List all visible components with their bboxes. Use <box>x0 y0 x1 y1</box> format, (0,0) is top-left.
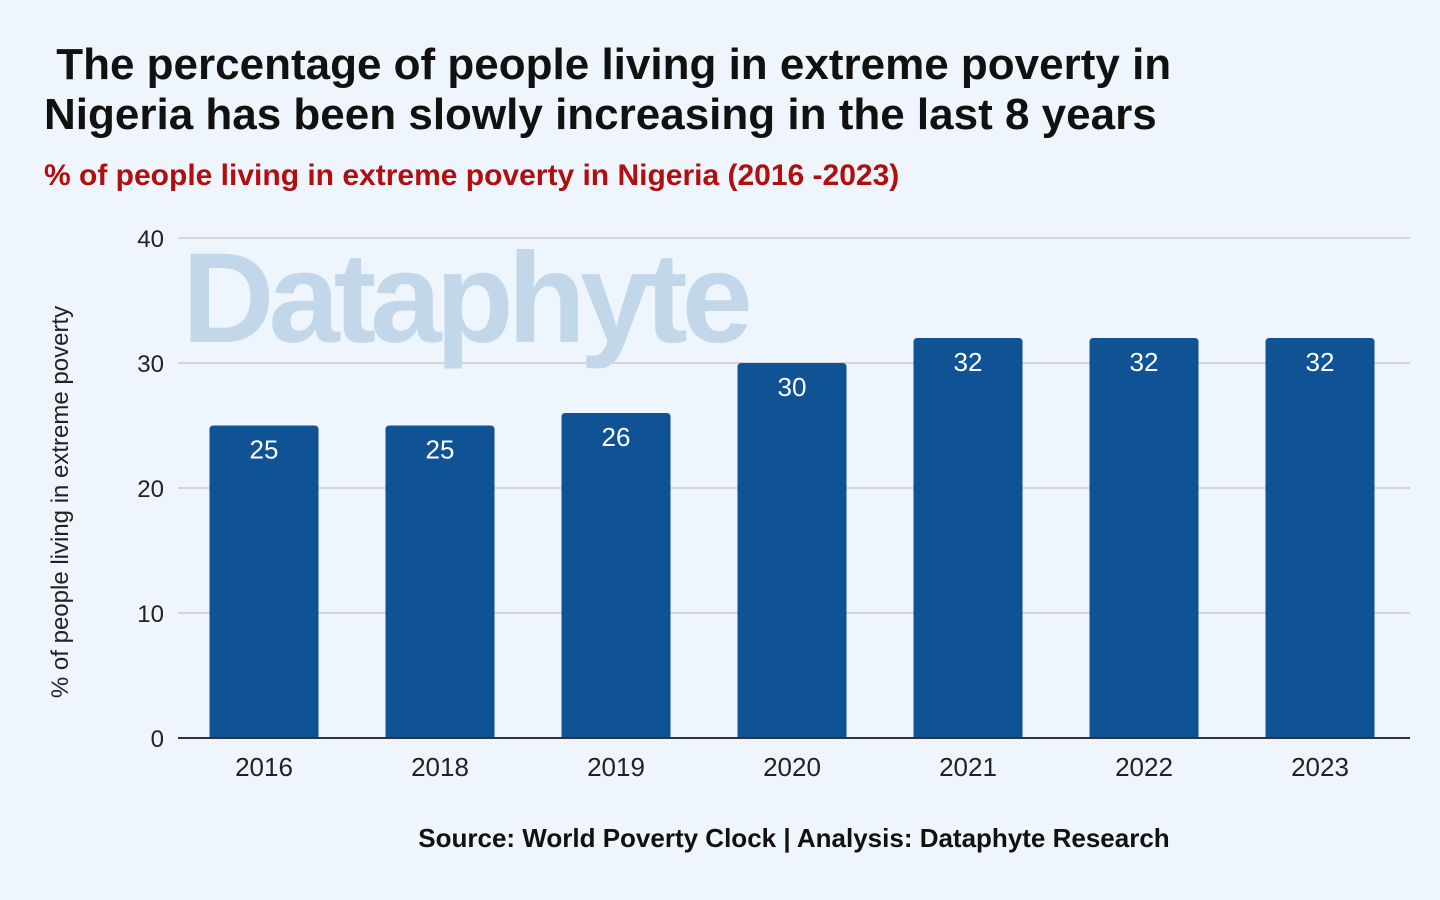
data-label: 32 <box>1306 347 1335 377</box>
data-label: 25 <box>426 435 455 465</box>
bar <box>1089 338 1199 738</box>
x-tick-label: 2022 <box>1115 752 1173 782</box>
data-label: 32 <box>1130 347 1159 377</box>
bar <box>737 363 847 738</box>
x-tick-label: 2023 <box>1291 752 1349 782</box>
x-tick-label: 2016 <box>235 752 293 782</box>
x-tick-label: 2020 <box>763 752 821 782</box>
chart-title: The percentage of people living in extre… <box>44 40 1172 139</box>
x-tick-label: 2021 <box>939 752 997 782</box>
x-tick-label: 2019 <box>587 752 645 782</box>
y-tick-label: 30 <box>137 351 164 378</box>
bar <box>561 413 671 738</box>
data-label: 30 <box>778 372 807 402</box>
data-label: 25 <box>250 435 279 465</box>
bar <box>1265 338 1375 738</box>
watermark-logo: Dataphyte <box>182 227 749 370</box>
y-tick-label: 10 <box>137 601 164 628</box>
data-label: 32 <box>954 347 983 377</box>
bar <box>913 338 1023 738</box>
bar <box>385 425 495 738</box>
x-tick-label: 2018 <box>411 752 469 782</box>
bars: 25 25 26 30 32 32 32 <box>209 338 1375 738</box>
y-tick-label: 0 <box>151 726 164 753</box>
source-note: Source: World Poverty Clock | Analysis: … <box>418 823 1170 853</box>
data-label: 26 <box>602 422 631 452</box>
bar <box>209 425 319 738</box>
y-axis-label: % of people living in extreme poverty <box>47 306 74 698</box>
chart-subtitle: % of people living in extreme poverty in… <box>44 159 900 192</box>
y-tick-label: 40 <box>137 226 164 253</box>
y-tick-label: 20 <box>137 476 164 503</box>
axes: 0 10 20 30 40 2016 2018 2019 2020 2021 2022 2023 <box>137 226 1410 782</box>
